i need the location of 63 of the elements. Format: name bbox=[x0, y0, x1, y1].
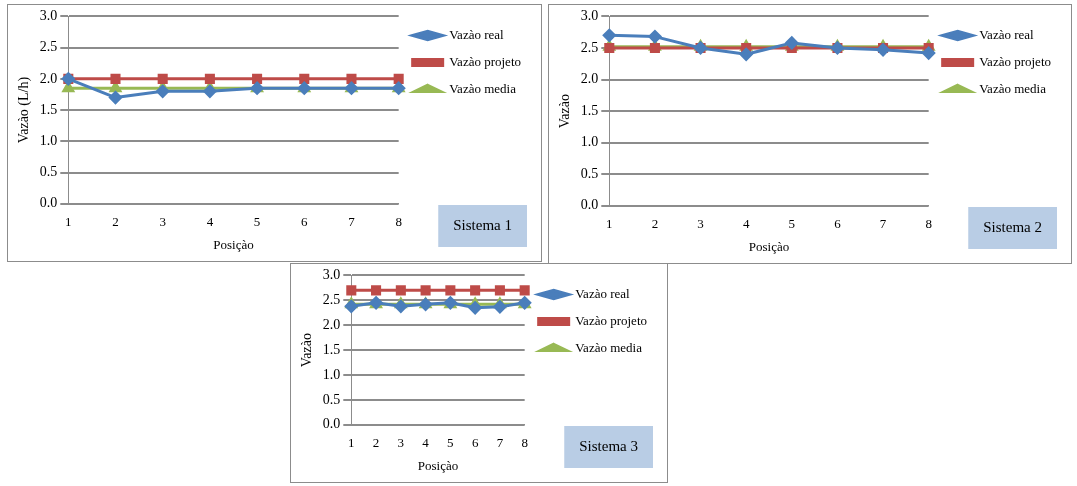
y-tick-label: 3.0 bbox=[580, 8, 599, 24]
y-axis-title: Vazào (L/h) bbox=[16, 76, 33, 144]
x-tick-label: 8 bbox=[925, 216, 932, 232]
y-tick-label: 2.5 bbox=[580, 39, 599, 55]
x-axis-title: Posiçào bbox=[213, 236, 254, 252]
y-tick-label: 3.0 bbox=[39, 8, 58, 24]
x-tick-label: 5 bbox=[788, 216, 796, 232]
x-tick-label: 2 bbox=[112, 214, 119, 230]
x-tick-label: 2 bbox=[372, 435, 380, 451]
y-tick-label: 1.0 bbox=[322, 366, 341, 382]
x-tick-label: 8 bbox=[521, 435, 528, 451]
legend-label: Vazào projeto bbox=[449, 53, 522, 69]
y-tick-label: 2.0 bbox=[322, 316, 341, 332]
x-tick-label: 3 bbox=[397, 435, 405, 451]
x-tick-label: 4 bbox=[742, 216, 750, 232]
y-tick-label: 1.5 bbox=[580, 102, 599, 118]
y-tick-label: 1.0 bbox=[39, 133, 58, 149]
y-tick-label: 2.0 bbox=[580, 71, 599, 87]
y-tick-label: 0.0 bbox=[322, 416, 341, 432]
text: Sistema 3 bbox=[579, 437, 638, 454]
y-tick-label: 2.5 bbox=[39, 39, 58, 55]
x-axis-title: Posiçào bbox=[748, 238, 790, 254]
y-tick-label: 0.5 bbox=[39, 164, 58, 180]
x-tick-label: 1 bbox=[348, 435, 355, 451]
x-tick-label: 1 bbox=[65, 214, 72, 230]
y-tick-label: 2.0 bbox=[39, 70, 58, 86]
x-tick-label: 7 bbox=[496, 435, 504, 451]
x-tick-label: 6 bbox=[301, 214, 309, 230]
y-axis-title: Vazào bbox=[557, 94, 573, 129]
x-tick-label: 5 bbox=[447, 435, 454, 451]
x-axis-title: Posiçào bbox=[417, 457, 459, 473]
x-tick-label: 4 bbox=[422, 435, 430, 451]
legend-label: Vazào real bbox=[979, 26, 1035, 42]
y-tick-label: 1.0 bbox=[580, 134, 599, 150]
x-tick-label: 1 bbox=[606, 216, 613, 232]
legend-label: Vazào real bbox=[449, 26, 505, 42]
text: Sistema 1 bbox=[453, 216, 512, 233]
legend-label: Vazào real bbox=[575, 285, 631, 301]
x-tick-label: 6 bbox=[834, 216, 842, 232]
x-tick-label: 3 bbox=[159, 214, 166, 230]
y-tick-label: 0.5 bbox=[580, 165, 599, 181]
legend-label: Vazào media bbox=[575, 339, 643, 355]
text: Sistema 2 bbox=[983, 218, 1042, 235]
x-tick-label: 7 bbox=[879, 216, 887, 232]
x-tick-label: 2 bbox=[651, 216, 659, 232]
y-tick-label: 0.0 bbox=[39, 195, 58, 211]
y-tick-label: 0.0 bbox=[580, 197, 599, 213]
legend-label: Vazào projeto bbox=[575, 312, 648, 328]
x-tick-label: 5 bbox=[253, 214, 261, 230]
x-tick-label: 4 bbox=[206, 214, 214, 230]
y-axis-title: Vazào bbox=[299, 333, 315, 368]
legend-label: Vazào projeto bbox=[979, 53, 1052, 69]
legend-label: Vazào media bbox=[979, 80, 1047, 96]
legend-label: Vazào media bbox=[449, 80, 517, 96]
y-tick-label: 1.5 bbox=[39, 101, 58, 117]
x-tick-label: 3 bbox=[697, 216, 704, 232]
x-tick-label: 6 bbox=[471, 435, 479, 451]
y-tick-label: 1.5 bbox=[322, 341, 341, 357]
y-tick-label: 3.0 bbox=[322, 267, 341, 283]
y-tick-label: 2.5 bbox=[322, 291, 341, 307]
x-tick-label: 7 bbox=[348, 214, 356, 230]
x-tick-label: 8 bbox=[395, 214, 402, 230]
y-tick-label: 0.5 bbox=[322, 391, 341, 407]
